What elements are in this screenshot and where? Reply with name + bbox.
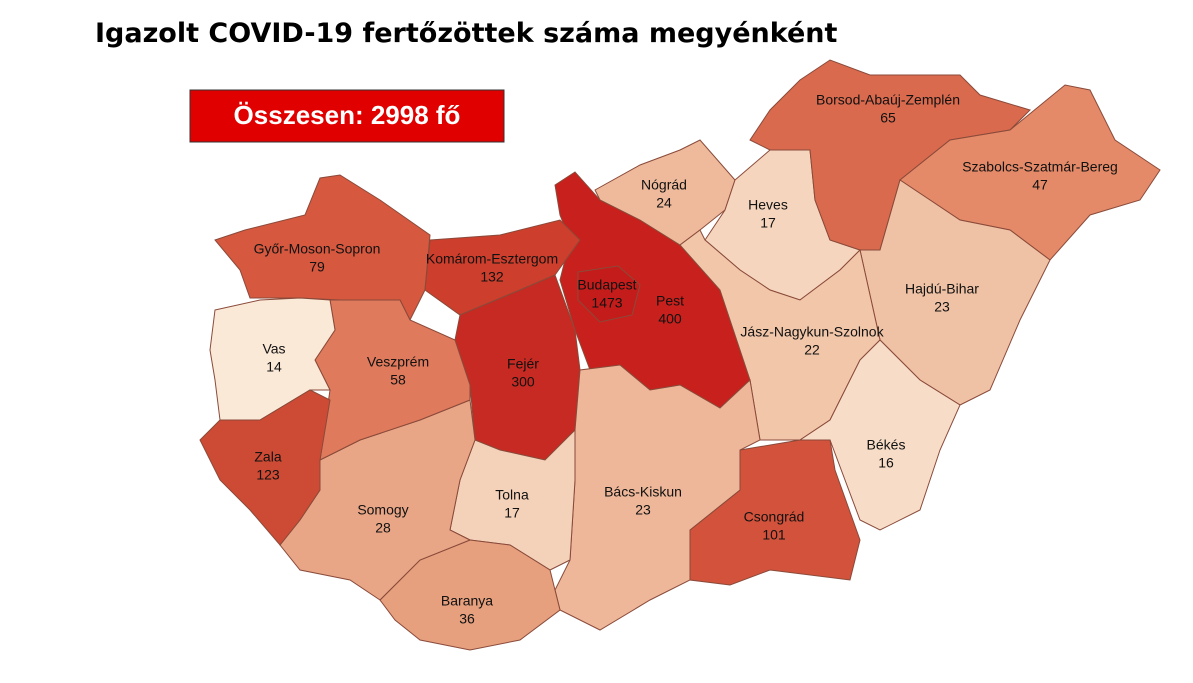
- region-value: 23: [934, 299, 950, 315]
- region: [798, 339, 961, 531]
- region-name: Baranya: [441, 593, 493, 609]
- region-name: Jász-Nagykun-Szolnok: [740, 324, 884, 340]
- regions: [199, 59, 1161, 651]
- region-value: 36: [459, 611, 475, 627]
- region-name: Vas: [262, 341, 285, 357]
- region: [199, 389, 331, 546]
- region-value: 16: [878, 455, 894, 471]
- region-name: Nógrád: [641, 177, 687, 193]
- region-name: Hajdú-Bihar: [905, 281, 979, 297]
- region-name: Békés: [867, 437, 906, 453]
- region-name: Bács-Kiskun: [604, 484, 682, 500]
- region: [209, 297, 336, 421]
- region-name: Borsod-Abaúj-Zemplén: [816, 92, 960, 108]
- map-title: Igazolt COVID-19 fertőzöttek száma megyé…: [95, 18, 838, 49]
- region-value: 28: [375, 520, 391, 536]
- region-name: Zala: [254, 449, 281, 465]
- region-value: 58: [390, 372, 406, 388]
- region-value: 79: [309, 259, 325, 275]
- region-value: 22: [804, 342, 820, 358]
- labels: Győr-Moson-Sopron 79 Pest 400 Komárom-Eszter…: [254, 92, 1118, 627]
- region-name: Tolna: [495, 487, 529, 503]
- region-value: 1473: [591, 295, 622, 311]
- region-value: 400: [658, 311, 682, 327]
- region-name: Győr-Moson-Sopron: [254, 241, 381, 257]
- region-value: 23: [635, 502, 651, 518]
- region-value: 47: [1032, 177, 1048, 193]
- region-name: Komárom-Esztergom: [426, 251, 558, 267]
- region: [577, 265, 641, 323]
- total-label: Összesen: 2998 fő: [234, 100, 461, 130]
- total-box: [189, 89, 505, 143]
- region-value: 123: [256, 467, 280, 483]
- region-name: Veszprém: [367, 354, 429, 370]
- region-value: 300: [511, 374, 535, 390]
- region-name: Csongrád: [744, 509, 805, 525]
- region-name: Fejér: [507, 356, 539, 372]
- region-name: Budapest: [577, 277, 636, 293]
- region-value: 17: [760, 215, 776, 231]
- region-name: Szabolcs-Szatmár-Bereg: [962, 159, 1118, 175]
- region-name: Somogy: [357, 502, 408, 518]
- region-name: Heves: [748, 197, 788, 213]
- region-value: 65: [880, 110, 896, 126]
- region-value: 14: [266, 359, 282, 375]
- region-value: 24: [656, 195, 672, 211]
- region-name: Pest: [656, 293, 684, 309]
- region-value: 132: [480, 269, 504, 285]
- region-value: 101: [762, 527, 786, 543]
- region-value: 17: [504, 505, 520, 521]
